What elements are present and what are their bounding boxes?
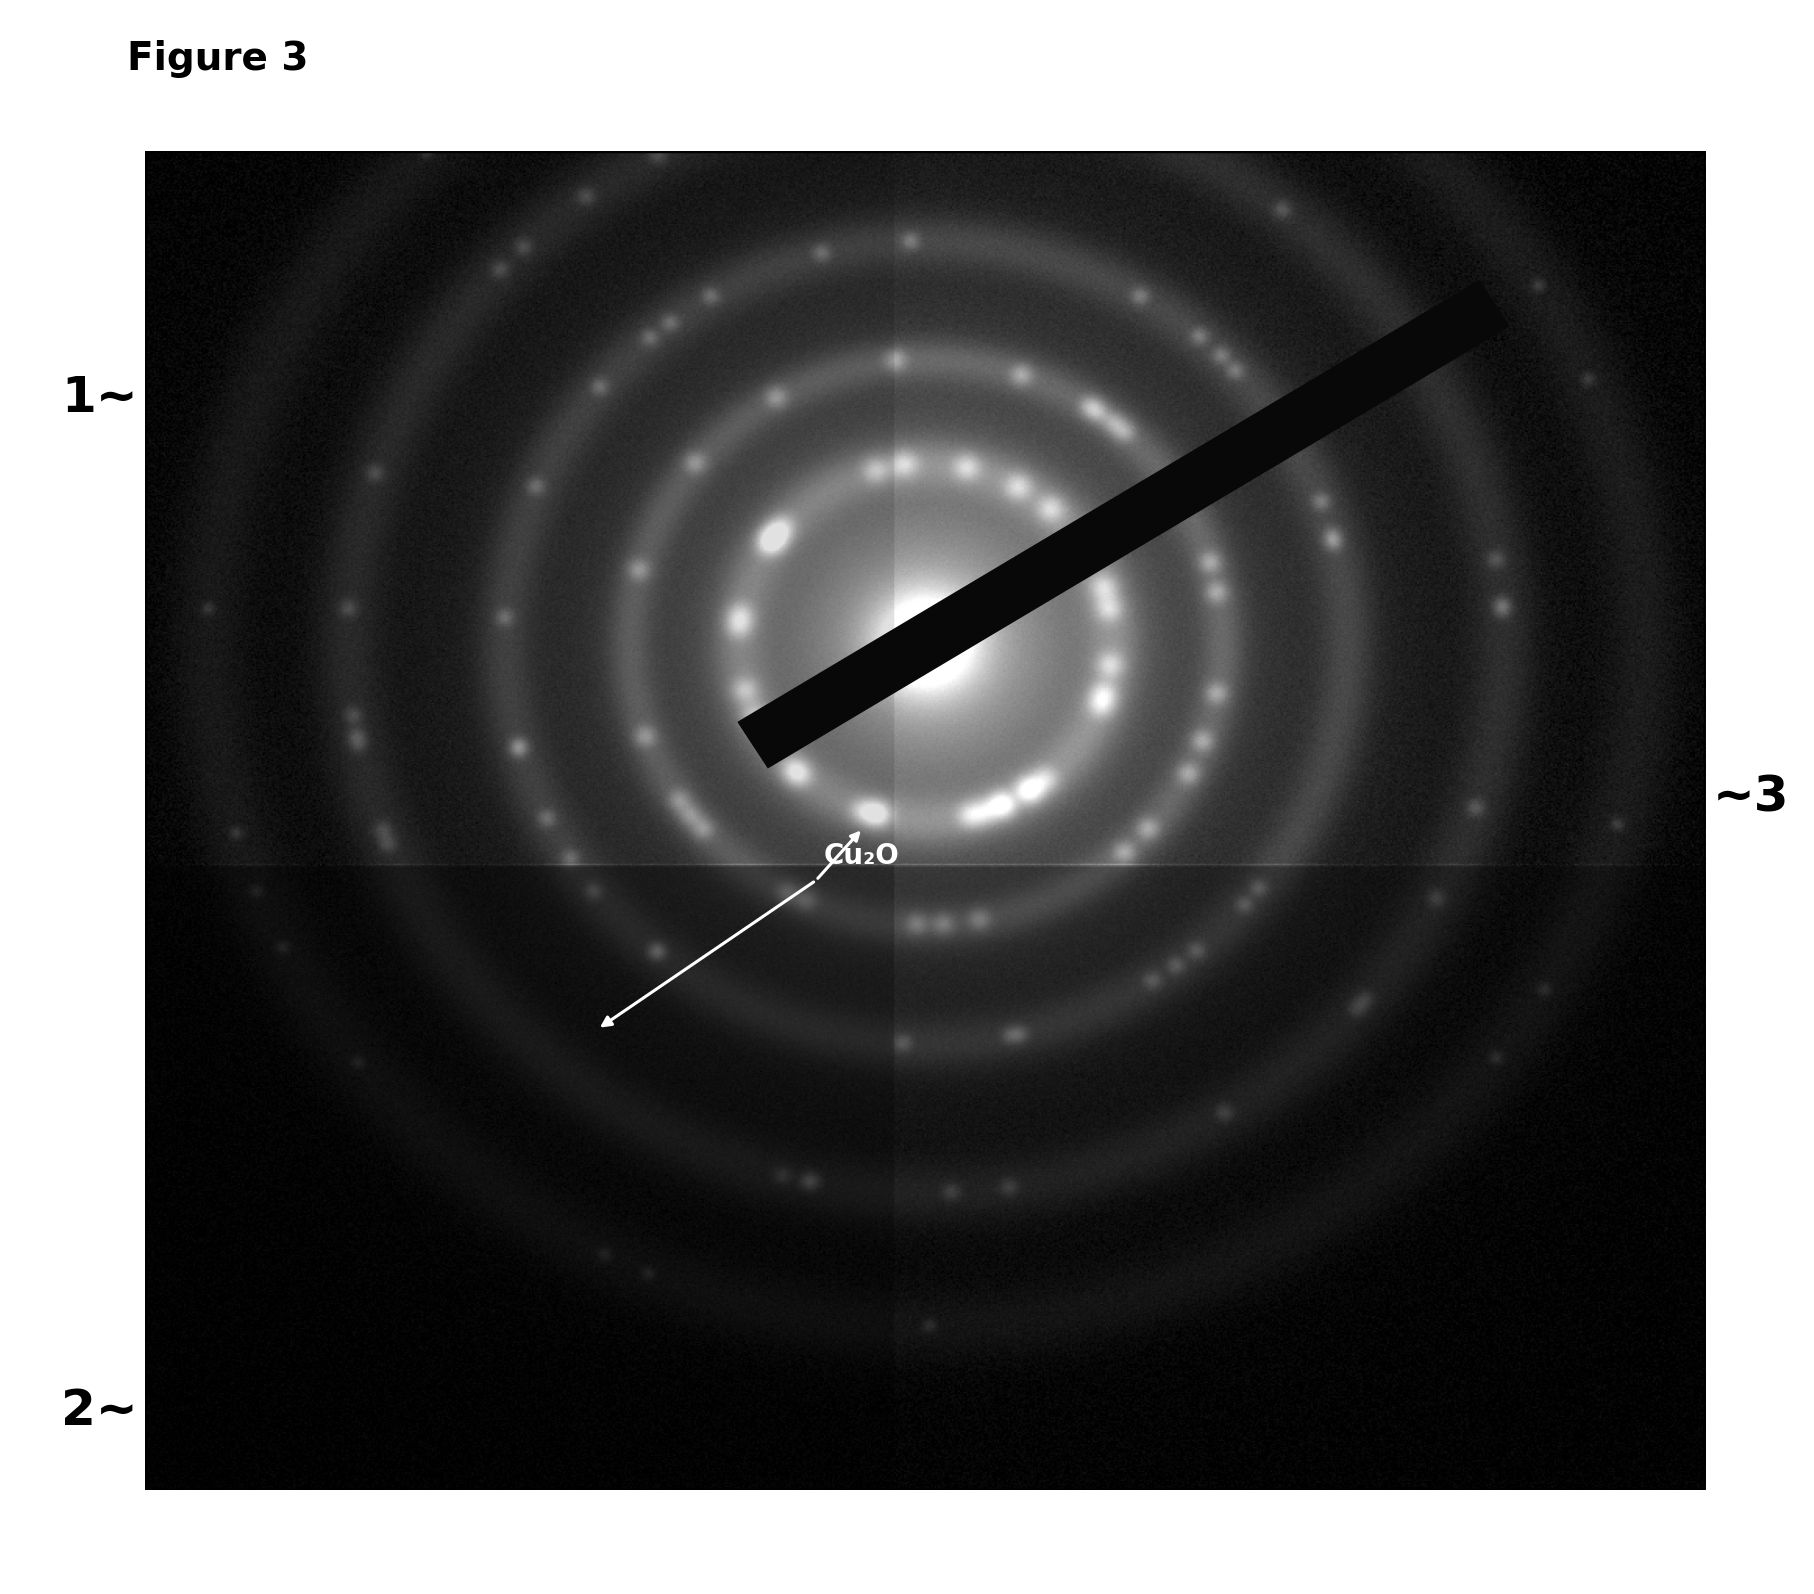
Text: Figure 3: Figure 3 (127, 40, 308, 78)
Text: Cu₂O: Cu₂O (824, 842, 900, 870)
Text: ~3: ~3 (1712, 773, 1789, 821)
Text: 1~: 1~ (62, 375, 138, 422)
Polygon shape (738, 281, 1509, 768)
Text: 2~: 2~ (62, 1387, 138, 1435)
